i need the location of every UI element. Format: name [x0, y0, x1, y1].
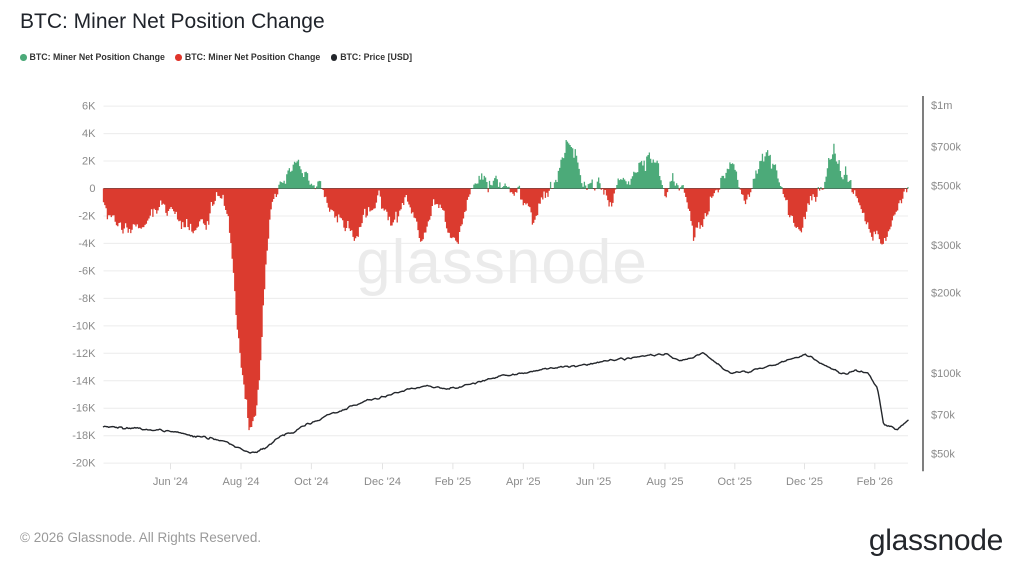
svg-text:Jun '25: Jun '25 — [576, 476, 611, 488]
svg-text:-18K: -18K — [72, 430, 96, 442]
svg-text:-20K: -20K — [72, 458, 96, 470]
svg-text:Feb '25: Feb '25 — [435, 476, 471, 488]
svg-text:Oct '25: Oct '25 — [718, 476, 753, 488]
svg-text:Dec '24: Dec '24 — [364, 476, 401, 488]
svg-text:Jun '24: Jun '24 — [153, 476, 188, 488]
svg-text:2K: 2K — [82, 156, 96, 168]
svg-text:Apr '25: Apr '25 — [506, 476, 541, 488]
svg-text:$300k: $300k — [931, 240, 961, 252]
svg-text:-2K: -2K — [78, 210, 96, 222]
svg-text:-8K: -8K — [78, 293, 96, 305]
svg-text:6K: 6K — [82, 101, 96, 113]
svg-text:Feb '26: Feb '26 — [857, 476, 893, 488]
svg-text:Dec '25: Dec '25 — [786, 476, 823, 488]
svg-text:Aug '24: Aug '24 — [223, 476, 260, 488]
svg-text:Aug '25: Aug '25 — [647, 476, 684, 488]
svg-text:-14K: -14K — [72, 375, 96, 387]
svg-text:$200k: $200k — [931, 287, 961, 299]
svg-text:-4K: -4K — [78, 238, 96, 250]
svg-text:$500k: $500k — [931, 181, 961, 193]
svg-text:$100k: $100k — [931, 368, 961, 380]
svg-text:glassnode: glassnode — [356, 228, 648, 297]
svg-text:-10K: -10K — [72, 320, 96, 332]
svg-text:Oct '24: Oct '24 — [294, 476, 329, 488]
svg-text:$50k: $50k — [931, 449, 955, 461]
svg-text:$70k: $70k — [931, 410, 955, 422]
svg-text:$700k: $700k — [931, 142, 961, 154]
svg-text:-16K: -16K — [72, 403, 96, 415]
svg-text:-6K: -6K — [78, 265, 96, 277]
svg-text:$1m: $1m — [931, 100, 952, 112]
svg-text:4K: 4K — [82, 128, 96, 140]
svg-text:-12K: -12K — [72, 348, 96, 360]
svg-text:0: 0 — [89, 183, 95, 195]
